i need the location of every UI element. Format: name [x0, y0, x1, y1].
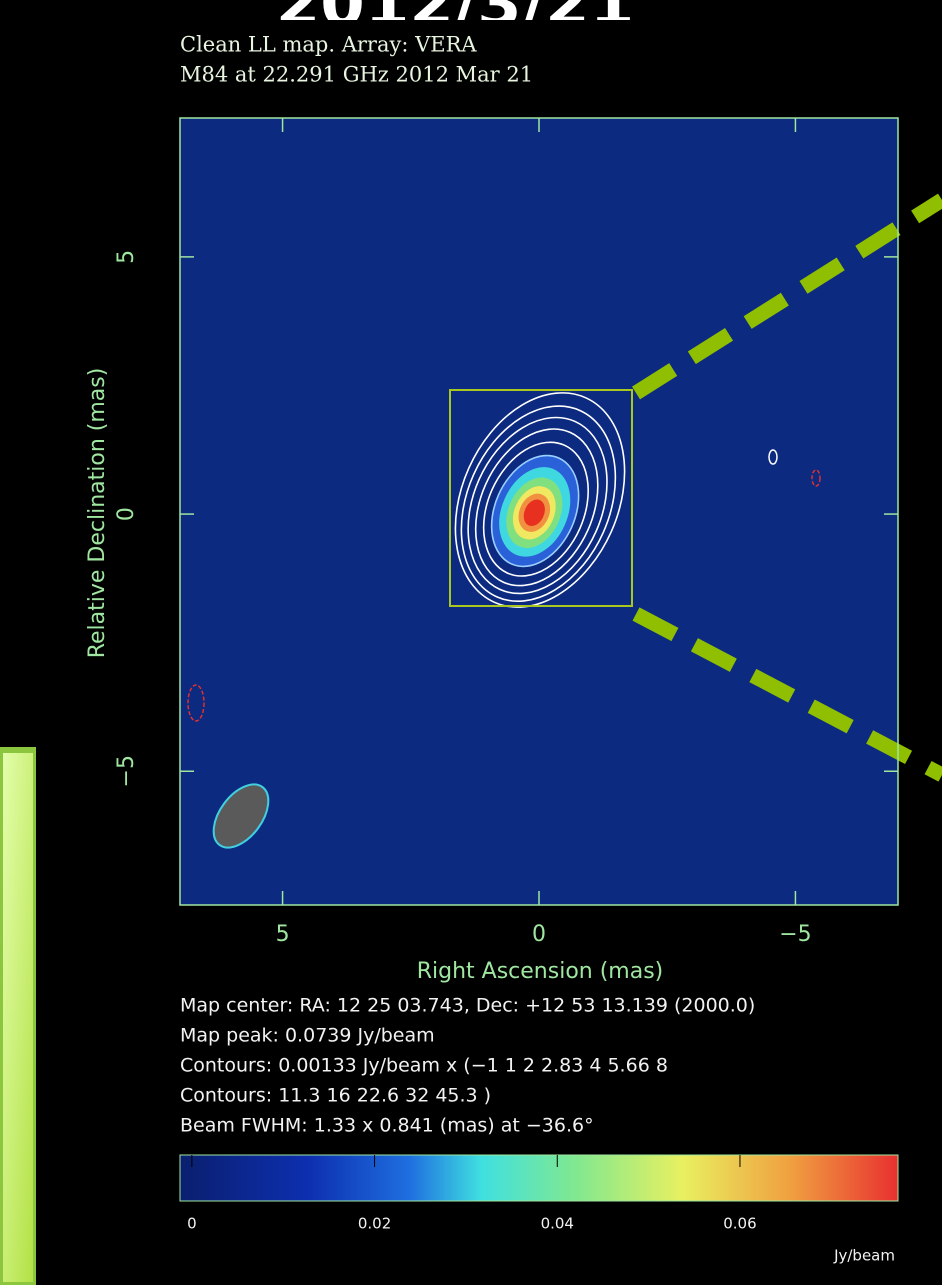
side-panel — [0, 750, 36, 1285]
x-tick-label: 5 — [276, 922, 290, 947]
note-line: Contours: 0.00133 Jy/beam x (−1 1 2 2.83… — [180, 1055, 668, 1077]
x-tick-label: −5 — [779, 922, 811, 947]
colorbar-tick-label: 0 — [187, 1215, 197, 1233]
colorbar-label: Jy/beam — [833, 1247, 895, 1265]
y-axis-label: Relative Declination (mas) — [85, 368, 110, 659]
colorbar-tick-label: 0.02 — [358, 1215, 391, 1233]
note-line: Contours: 11.3 16 22.6 32 45.3 ) — [180, 1085, 491, 1107]
colorbar — [180, 1155, 898, 1201]
y-tick-label: −5 — [114, 755, 139, 787]
note-line: Map peak: 0.0739 Jy/beam — [180, 1025, 435, 1047]
x-tick-label: 0 — [532, 922, 546, 947]
colorbar-tick-label: 0.04 — [541, 1215, 574, 1233]
x-axis-label: Right Ascension (mas) — [417, 959, 664, 984]
colorbar-tick-label: 0.06 — [723, 1215, 756, 1233]
note-line: Map center: RA: 12 25 03.743, Dec: +12 5… — [180, 995, 755, 1017]
chart-title: Clean LL map. Array: VERA — [180, 33, 477, 57]
y-tick-label: 5 — [114, 250, 139, 264]
y-tick-label: 0 — [114, 507, 139, 521]
chart-subtitle: M84 at 22.291 GHz 2012 Mar 21 — [180, 63, 533, 87]
slide: 2012/3/21 Clean LL map. Array: VERA M84 … — [0, 0, 942, 1285]
note-line: Beam FWHM: 1.33 x 0.841 (mas) at −36.6° — [180, 1115, 594, 1137]
